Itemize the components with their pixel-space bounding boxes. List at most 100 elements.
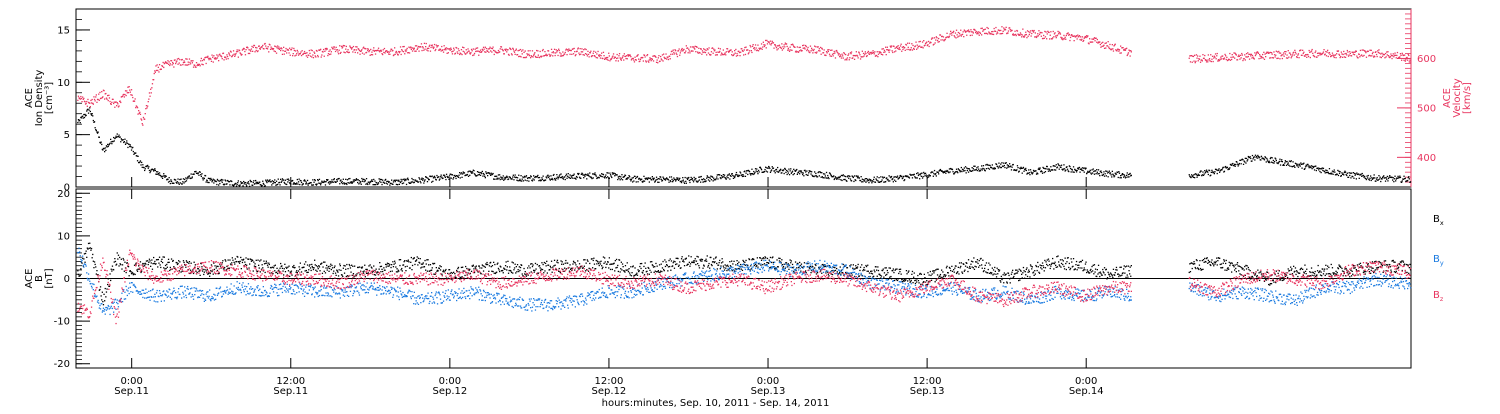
velocity-point (722, 54, 723, 55)
b-bx-point (301, 271, 302, 272)
velocity-point (821, 54, 822, 55)
velocity-point (291, 49, 292, 50)
density-point (872, 181, 873, 182)
velocity-point (806, 50, 807, 51)
density-point (1053, 165, 1054, 166)
density-point (1029, 174, 1030, 175)
density-point (206, 181, 207, 182)
b-bx-point (163, 267, 164, 268)
density-point (692, 178, 693, 179)
velocity-point (986, 27, 987, 28)
velocity-point (1391, 55, 1392, 56)
density-point (919, 178, 920, 179)
ylabel-line: [km/s] (1462, 82, 1473, 114)
velocity-point (754, 49, 755, 50)
b-bx-point (111, 269, 112, 270)
velocity-point (430, 47, 431, 48)
density-point (1288, 165, 1289, 166)
b-bx-point (102, 292, 103, 293)
density-point (808, 172, 809, 173)
velocity-point (670, 58, 671, 59)
density-point (256, 182, 257, 183)
b-bx-point (231, 264, 232, 265)
velocity-point (1370, 55, 1371, 56)
density-point (660, 177, 661, 178)
velocity-point (80, 99, 81, 100)
velocity-point (1027, 30, 1028, 31)
b-bx-point (115, 261, 116, 262)
density-point (649, 181, 650, 182)
density-point (1107, 172, 1108, 173)
density-point (1072, 171, 1073, 172)
velocity-point (169, 65, 170, 66)
velocity-point (1041, 36, 1042, 37)
b-bx-point (418, 258, 419, 259)
velocity-point (420, 46, 421, 47)
density-point (137, 156, 138, 157)
velocity-point (1397, 52, 1398, 53)
velocity-point (1063, 35, 1064, 36)
velocity-point (1246, 53, 1247, 54)
density-point (1006, 168, 1007, 169)
velocity-point (811, 48, 812, 49)
velocity-point (92, 99, 93, 100)
velocity-point (305, 53, 306, 54)
velocity-point (580, 48, 581, 49)
density-point (701, 176, 702, 177)
density-point (989, 165, 990, 166)
velocity-point (839, 56, 840, 57)
density-point (658, 178, 659, 179)
velocity-point (235, 53, 236, 54)
density-point (790, 168, 791, 169)
density-point (764, 169, 765, 170)
velocity-point (1239, 59, 1240, 60)
density-point (1243, 164, 1244, 165)
velocity-point (1115, 44, 1116, 45)
velocity-point (923, 47, 924, 48)
velocity-point (310, 56, 311, 57)
velocity-point (229, 54, 230, 55)
density-point (1375, 180, 1376, 181)
velocity-point (1229, 53, 1230, 54)
velocity-point (662, 54, 663, 55)
density-point (1323, 168, 1324, 169)
density-point (101, 144, 102, 145)
velocity-point (1211, 59, 1212, 60)
b-bx-point (421, 264, 422, 265)
density-point (915, 177, 916, 178)
velocity-point (1036, 37, 1037, 38)
density-point (519, 179, 520, 180)
density-point (185, 177, 186, 178)
density-point (1353, 172, 1354, 173)
density-point (92, 113, 93, 114)
b-bx-point (176, 262, 177, 263)
density-point (909, 177, 910, 178)
density-point (699, 176, 700, 177)
density-point (862, 181, 863, 182)
b-bx-point (95, 266, 96, 267)
velocity-point (333, 48, 334, 49)
b-bx-point (380, 271, 381, 272)
density-point (1289, 166, 1290, 167)
density-point (735, 174, 736, 175)
velocity-point (1248, 56, 1249, 57)
velocity-point (355, 46, 356, 47)
velocity-point (906, 44, 907, 45)
density-point (661, 179, 662, 180)
density-point (204, 178, 205, 179)
density-point (343, 182, 344, 183)
b-bx-point (263, 261, 264, 262)
velocity-point (314, 53, 315, 54)
density-point (90, 111, 91, 112)
velocity-point (938, 38, 939, 39)
velocity-point (253, 47, 254, 48)
velocity-point (290, 55, 291, 56)
velocity-point (1276, 58, 1277, 59)
velocity-point (373, 50, 374, 51)
velocity-point (701, 54, 702, 55)
velocity-point (1062, 37, 1063, 38)
velocity-point (949, 36, 950, 37)
density-point (727, 175, 728, 176)
velocity-point (294, 55, 295, 56)
